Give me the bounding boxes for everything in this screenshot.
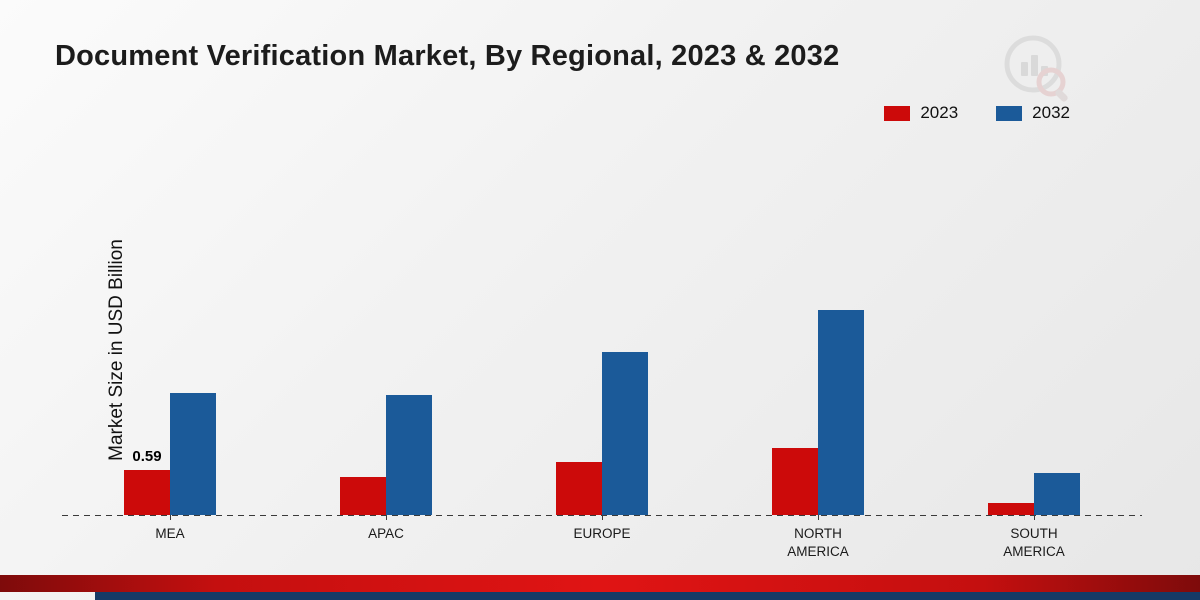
plot-area: 0.59 MEA APAC EUROPE NORTH AMERICA SOUTH AMER… [62,135,1142,559]
category-label-north-america: NORTH AMERICA [787,526,849,559]
bar-2023-south-america [988,503,1034,515]
category-label-apac: APAC [368,526,404,541]
bar-group-south-america: SOUTH AMERICA [988,135,1080,559]
bar-2023-mea: 0.59 [124,448,170,515]
bar-group-north-america: NORTH AMERICA [772,135,864,559]
bar-2032-apac [386,395,432,515]
footer-blue-strip [95,592,1200,600]
chart-title: Document Verification Market, By Regiona… [55,40,840,72]
bar-2032-europe [602,352,648,515]
bar-2032-mea [170,393,216,515]
category-label-europe: EUROPE [573,526,631,541]
footer-red-strip [0,575,1200,592]
bar-2023-north-america [772,448,818,515]
axis-tick [1034,515,1035,520]
bar-group-europe: EUROPE [556,135,648,541]
bar-2032-south-america [1034,473,1080,515]
axis-tick [602,515,603,520]
axis-tick [818,515,819,520]
bar-chart-magnifier-logo [999,30,1075,111]
legend-item-2023: 2023 [884,103,958,123]
bar-group-mea: 0.59 MEA [124,135,216,541]
axis-tick [386,515,387,520]
legend-swatch-2023 [884,105,911,121]
bar-2032-north-america [818,310,864,515]
bar-2023-europe [556,462,602,515]
bar-2023-apac [340,477,386,515]
x-axis-baseline [62,515,1142,516]
legend: 2023 2032 [884,103,1070,123]
category-label-mea: MEA [155,526,185,541]
bar-group-apac: APAC [340,135,432,541]
category-label-south-america: SOUTH AMERICA [1003,526,1065,559]
legend-item-2032: 2032 [996,103,1070,123]
bar-value-label: 0.59 [132,448,162,465]
axis-tick [170,515,171,520]
legend-swatch-2032 [996,105,1023,121]
legend-label: 2032 [1032,103,1070,122]
legend-label: 2023 [920,103,959,122]
